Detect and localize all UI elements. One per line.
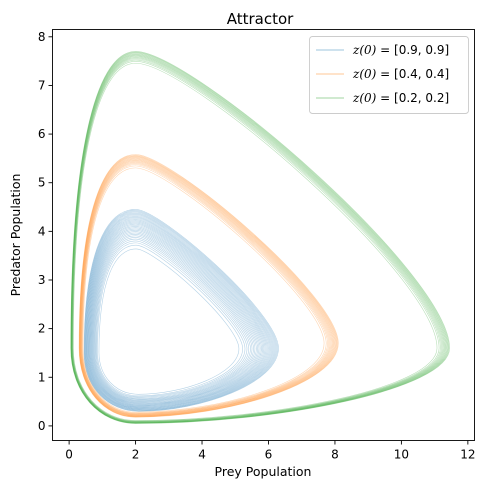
orbit-line [78, 154, 338, 418]
orbit-line [79, 158, 335, 416]
orbit-line [80, 159, 333, 416]
chart-title: Attractor [227, 10, 294, 28]
orbit-line [79, 157, 336, 417]
orbit-line [72, 58, 442, 422]
x-tick-label: 6 [265, 448, 273, 462]
orbit-line [93, 234, 254, 401]
orbit-line [92, 231, 257, 403]
orbit-line [82, 165, 327, 414]
orbit-line [71, 56, 444, 423]
orbit-line [89, 223, 265, 406]
orbit-line [71, 57, 443, 423]
legend-label: z(0) = [0.4, 0.4] [352, 67, 449, 81]
orbit-line [87, 219, 269, 408]
x-tick-label: 12 [460, 448, 475, 462]
y-tick-label: 5 [38, 176, 46, 190]
orbit-line [93, 235, 253, 401]
y-axis-ticks: 0 1 2 3 4 5 6 7 8 [38, 30, 53, 433]
orbit-line [80, 161, 331, 415]
orbit-line [87, 220, 268, 407]
orbit-line [82, 167, 325, 413]
x-tick-label: 2 [132, 448, 140, 462]
orbit-line [95, 240, 248, 399]
x-tick-label: 0 [65, 448, 73, 462]
x-tick-label: 4 [198, 448, 206, 462]
x-tick-label: 8 [331, 448, 339, 462]
orbit-line [91, 228, 260, 404]
y-tick-label: 3 [38, 273, 46, 287]
orbit-line [85, 214, 274, 410]
orbit-line [90, 227, 261, 404]
orbit-line [88, 222, 266, 406]
orbit-line [84, 211, 277, 411]
orbit-line [71, 54, 447, 423]
orbit-line [78, 154, 339, 418]
y-tick-label: 7 [38, 78, 46, 92]
series-line-2 [78, 154, 339, 418]
series-line-3 [70, 51, 450, 424]
legend-label: z(0) = [0.2, 0.2] [352, 91, 449, 105]
series-line-1 [83, 209, 279, 412]
orbit-line [85, 213, 275, 410]
orbit-line [79, 156, 336, 417]
orbit-line [96, 242, 246, 398]
plot-frame [52, 29, 475, 441]
orbit-line [84, 210, 278, 412]
legend-box [309, 36, 469, 114]
y-tick-label: 1 [38, 370, 46, 384]
orbit-line [72, 60, 440, 422]
orbit-line [91, 229, 258, 403]
orbit-line [97, 244, 243, 397]
orbit-line [81, 163, 329, 415]
orbit-line [94, 237, 251, 400]
y-tick-label: 8 [38, 30, 46, 44]
orbit-line [79, 156, 337, 417]
y-axis-title: Predator Population [8, 174, 23, 297]
orbit-line [98, 248, 240, 395]
x-tick-label: 10 [394, 448, 409, 462]
orbit-line [88, 221, 267, 407]
orbit-line [86, 216, 272, 409]
orbit-line [73, 62, 438, 421]
orbit-line [71, 53, 448, 424]
orbit-line [94, 238, 250, 399]
y-tick-label: 4 [38, 224, 46, 238]
orbit-line [90, 226, 262, 405]
orbit-line [80, 158, 334, 416]
y-tick-label: 0 [38, 419, 46, 433]
orbit-line [72, 59, 441, 422]
x-axis-ticks: 0 2 4 6 8 10 12 [65, 440, 475, 462]
orbit-line [70, 51, 450, 424]
y-tick-label: 2 [38, 322, 46, 336]
orbit-line [81, 162, 331, 415]
orbit-line [70, 52, 449, 424]
plot-curves [70, 51, 450, 424]
orbit-line [71, 55, 446, 423]
x-axis-title: Prey Population [215, 464, 312, 479]
legend-label: z(0) = [0.9, 0.9] [352, 43, 449, 57]
orbit-line [84, 212, 276, 411]
orbit-line [81, 164, 328, 414]
orbit-line [85, 215, 273, 410]
orbit-line [80, 160, 332, 416]
orbit-line [92, 232, 256, 402]
orbit-line [86, 217, 271, 409]
orbit-line [70, 51, 450, 424]
orbit-line [83, 209, 279, 412]
legend: z(0) = [0.9, 0.9] z(0) = [0.4, 0.4] z(0) =… [309, 36, 469, 114]
orbit-line [89, 224, 263, 405]
orbit-line [87, 218, 270, 408]
orbit-line [79, 155, 338, 417]
orbit-line [70, 53, 448, 424]
y-tick-label: 6 [38, 127, 46, 141]
orbit-line [71, 56, 445, 423]
